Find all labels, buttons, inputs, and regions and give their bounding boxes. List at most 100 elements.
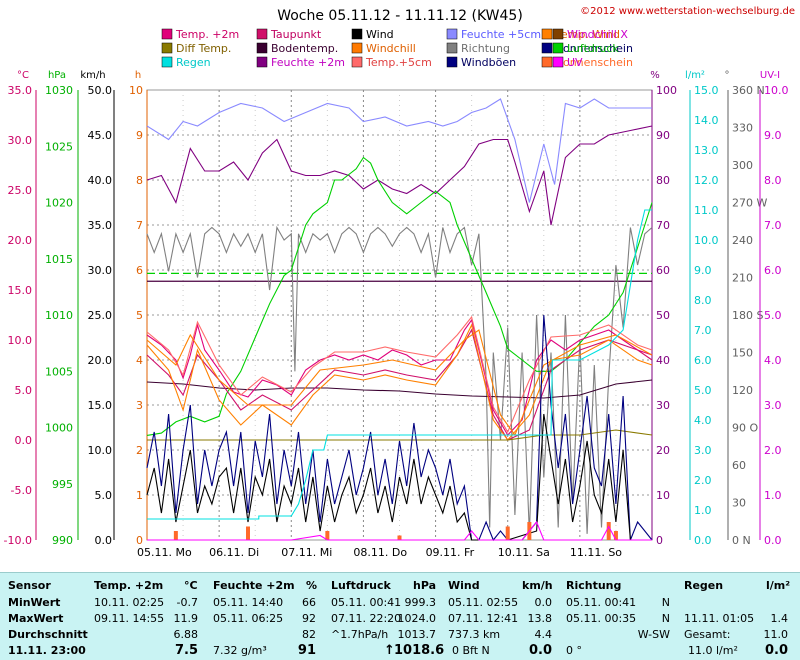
- axis-tick-rain: 1.0: [694, 504, 712, 517]
- weather-chart: Woche 05.11.12 - 11.11.12 (KW45) ©2012 ww…: [4, 6, 795, 559]
- axis-tick-pressure: 1000: [45, 422, 73, 435]
- chart-canvas: Woche 05.11.12 - 11.11.12 (KW45) ©2012 ww…: [4, 6, 795, 559]
- stats-cell: 1013.7: [397, 628, 437, 641]
- stats-cell: 05.11. 02:55: [448, 596, 519, 609]
- series-line: [146, 315, 653, 434]
- stats-cell: 11.11. 01:05: [684, 612, 755, 625]
- stats-cell: 4.4: [534, 628, 553, 641]
- axis-tick-wind: 50.0: [88, 84, 113, 97]
- stats-cell: 07.11. 22:20: [331, 612, 402, 625]
- axis-tick-uv: 1.0: [764, 489, 782, 502]
- axis-tick-wind: 30.0: [88, 264, 113, 277]
- axis-tick-rain: 12.0: [694, 174, 719, 187]
- axis-tick-sun: 5: [136, 309, 143, 322]
- axis-tick-humidity: 70: [656, 219, 670, 232]
- axis-tick-rain: 11.0: [694, 204, 719, 217]
- axis-tick-uv: 10.0: [764, 84, 789, 97]
- stats-cell: 05.11. 00:41: [331, 596, 402, 609]
- x-tick-label: 05.11. Mo: [137, 546, 192, 559]
- legend-swatch: [256, 28, 268, 40]
- axis-tick-humidity: 50: [656, 309, 670, 322]
- axis-tick-direction: 30: [732, 497, 746, 510]
- axis-tick-direction: 360 N: [732, 84, 765, 97]
- series-line: [146, 328, 653, 441]
- axis-tick-pressure: 1010: [45, 309, 73, 322]
- axis-tick-sun: 10: [129, 84, 143, 97]
- axis-tick-direction: 300: [732, 159, 753, 172]
- axis-tick-temp: 10.0: [8, 334, 33, 347]
- axis-tick-temp: 5.0: [15, 384, 33, 397]
- stats-cell: -0.7: [176, 596, 198, 609]
- series-line: [146, 225, 653, 534]
- axis-tick-temp: 25.0: [8, 184, 33, 197]
- axis-tick-wind: 10.0: [88, 444, 113, 457]
- series-line: [146, 156, 653, 436]
- axis-tick-rain: 14.0: [694, 114, 719, 127]
- axis-tick-direction: 330: [732, 122, 753, 135]
- axis-tick-rain: 13.0: [694, 144, 719, 157]
- axis-tick-rain: 6.0: [694, 354, 712, 367]
- series-line: [147, 520, 652, 541]
- axis-tick-rain: 4.0: [694, 414, 712, 427]
- axis-tick-uv: 5.0: [764, 309, 782, 322]
- axis-tick-direction: 120: [732, 384, 753, 397]
- axis-tick-direction: 90 O: [732, 422, 758, 435]
- stats-cell: 10.11. 02:25: [94, 596, 165, 609]
- sunshine-bar: [606, 522, 611, 540]
- statistics-table: Sensor Temp. +2m °C Feuchte +2m % Luftdr…: [0, 572, 800, 660]
- axis-tick-humidity: 30: [656, 399, 670, 412]
- legend-swatch: [552, 28, 564, 40]
- axis-tick-uv: 9.0: [764, 129, 782, 142]
- stats-header-wind-unit: km/h: [522, 579, 553, 592]
- axis-tick-temp: 0.0: [15, 434, 33, 447]
- series-line: [147, 209, 652, 520]
- stats-header-rain-unit: l/m²: [766, 579, 791, 592]
- stats-cell: 05.11. 00:41: [566, 596, 637, 609]
- axis-tick-wind: 15.0: [88, 399, 113, 412]
- stats-cell: 66: [302, 596, 316, 609]
- stats-cell: 0.0: [534, 596, 553, 609]
- legend-label: Richtung: [461, 42, 510, 55]
- legend-swatch: [446, 56, 458, 68]
- stats-cell: 09.11. 14:55: [94, 612, 165, 625]
- axis-tick-pressure: 1020: [45, 197, 73, 210]
- axis-tick-wind: 0.0: [95, 534, 113, 547]
- legend-label: Sonnenschein: [556, 56, 633, 69]
- stats-cell: W-SW: [637, 628, 670, 641]
- axis-tick-humidity: 90: [656, 129, 670, 142]
- series-line: [146, 413, 652, 541]
- axis-tick-wind: 25.0: [88, 309, 113, 322]
- axis-tick-direction: 0 N: [732, 534, 751, 547]
- legend-swatch: [161, 56, 173, 68]
- stats-cell: ^1.7hPa/h: [331, 628, 389, 641]
- axis-unit-temp: °C: [17, 70, 29, 81]
- axis-tick-pressure: 1030: [45, 84, 73, 97]
- legend-label: UV: [567, 56, 583, 69]
- axis-tick-wind: 5.0: [95, 489, 113, 502]
- x-tick-label: 10.11. Sa: [498, 546, 550, 559]
- stats-cell: 05.11. 06:25: [213, 612, 284, 625]
- axis-tick-rain: 7.0: [694, 324, 712, 337]
- stats-cell: 13.8: [527, 612, 553, 625]
- axis-unit-humidity: %: [650, 70, 660, 81]
- sunshine-bar: [325, 531, 330, 540]
- axis-tick-sun: 9: [136, 129, 143, 142]
- stats-current-direction: 0 °: [566, 644, 582, 657]
- axis-tick-rain: 9.0: [694, 264, 712, 277]
- axis-tick-uv: 3.0: [764, 399, 782, 412]
- axis-tick-rain: 0.0: [694, 534, 712, 547]
- axis-tick-rain: 8.0: [694, 294, 712, 307]
- axis-unit-pressure: hPa: [48, 70, 66, 81]
- legend-label: Sonnenschein: [556, 42, 633, 55]
- axis-tick-uv: 0.0: [764, 534, 782, 547]
- stats-cell: 737.3 km: [448, 628, 501, 641]
- series-line: [146, 125, 653, 226]
- x-tick-label: 11.11. So: [570, 546, 622, 559]
- axis-tick-direction: 180 S: [732, 309, 763, 322]
- sunshine-bar: [246, 526, 250, 540]
- axis-tick-rain: 15.0: [694, 84, 719, 97]
- axis-unit-sun: h: [135, 70, 141, 81]
- axis-tick-sun: 1: [136, 489, 143, 502]
- x-tick-label: 07.11. Mi: [281, 546, 332, 559]
- pressure-trend-icon: ↑: [384, 643, 395, 658]
